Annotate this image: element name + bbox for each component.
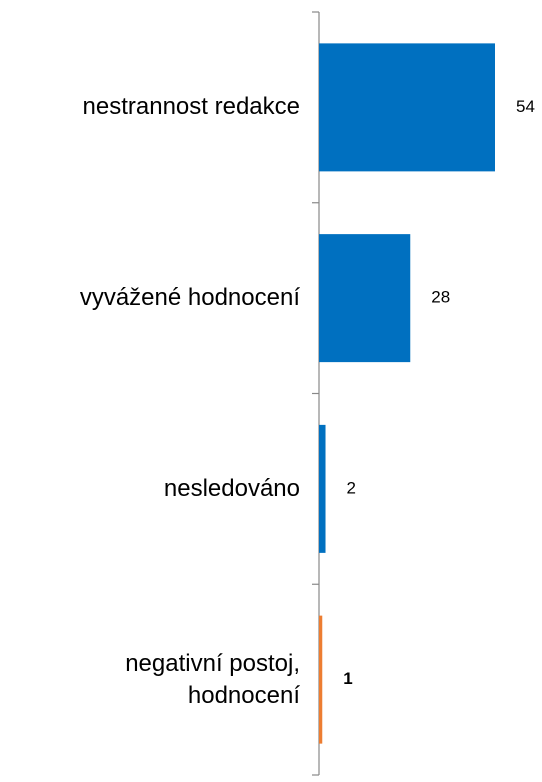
category-label: negativní postoj, hodnocení — [125, 649, 300, 709]
bar — [319, 615, 323, 744]
data-label: 2 — [347, 478, 356, 497]
bar — [319, 234, 411, 363]
data-label: 28 — [431, 288, 450, 307]
bar — [319, 424, 326, 553]
data-label: 54 — [516, 97, 535, 116]
category-label: nestrannost redakce — [82, 93, 300, 121]
data-label: 1 — [343, 669, 352, 688]
category-label: nesledováno — [163, 474, 300, 502]
category-label: vyvážené hodnocení — [79, 284, 300, 312]
bar — [319, 43, 495, 172]
